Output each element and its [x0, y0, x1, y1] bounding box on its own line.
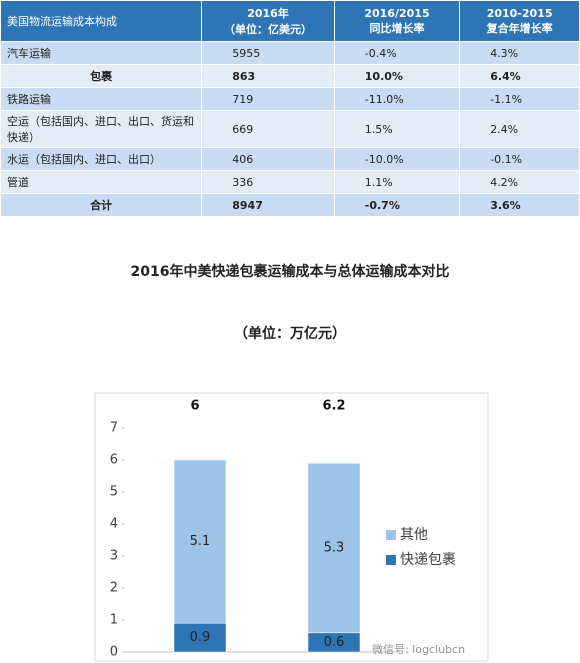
chart-title: 2016年中美快递包裹运输成本与总体运输成本对比 — [131, 263, 450, 280]
header-row: 美国物流运输成本构成 2016年 （单位：亿美元） 2016/2015 同比增长率 201… — [0, 0, 580, 42]
data-label: 5.3 — [324, 541, 345, 556]
y-tick-label: 1 — [110, 613, 118, 628]
y-tick-label: 3 — [110, 549, 118, 564]
header-cell: 2010-2015 复合年增长率 — [459, 0, 580, 42]
header-text: 复合年增长率 — [486, 21, 553, 35]
table-row: 铁路运输 719 -11.0% -1.1% — [0, 87, 580, 111]
table-cell: 406 — [201, 147, 335, 171]
legend-swatch — [386, 530, 396, 540]
header-text: 2016/2015 — [364, 6, 430, 20]
table-cell: 669 — [201, 110, 335, 148]
table-cell: 10.0% — [333, 64, 461, 88]
table-cell: 包裹 — [0, 64, 203, 88]
table-cell: 5955 — [201, 41, 335, 65]
table-row: 汽车运输 5955 -0.4% 4.3% — [0, 41, 580, 65]
header-text: 同比增长率 — [369, 21, 425, 35]
table-row: 管道 336 1.1% 4.2% — [0, 170, 580, 194]
watermark: 微信号: logclubcn — [372, 642, 465, 656]
header-cell: 2016/2015 同比增长率 — [333, 0, 461, 42]
table-cell: -0.7% — [333, 193, 461, 217]
table-row: 合计 8947 -0.7% 3.6% — [0, 193, 580, 217]
plot-frame — [94, 392, 489, 662]
table-cell: 6.4% — [459, 64, 580, 88]
total-label: 6.2 — [322, 399, 345, 414]
table-cell: 水运（包括国内、进口、出口） — [0, 147, 203, 171]
table-row: 空运（包括国内、进口、出口、货运和快递） 669 1.5% 2.4% — [0, 110, 580, 148]
table-cell: 1.5% — [333, 110, 461, 148]
table-cell: 336 — [201, 170, 335, 194]
table-cell: -10.0% — [333, 147, 461, 171]
data-label: 0.9 — [190, 630, 211, 645]
legend-label: 快递包裹 — [400, 552, 456, 568]
bar-segment — [173, 622, 227, 653]
y-tick-label: 2 — [110, 581, 118, 596]
table-cell: 合计 — [0, 193, 203, 217]
header-cell: 2016年 （单位：亿美元） — [201, 0, 335, 42]
table-row: 水运（包括国内、进口、出口） 406 -10.0% -0.1% — [0, 147, 580, 171]
total-label: 6 — [190, 399, 199, 414]
table-cell: 汽车运输 — [0, 41, 203, 65]
data-label: 5.1 — [190, 534, 211, 549]
table-cell: 719 — [201, 87, 335, 111]
table-cell: 3.6% — [459, 193, 580, 217]
y-tick-label: 5 — [110, 485, 118, 500]
table-cell: 8947 — [201, 193, 335, 217]
y-tick-label: 6 — [110, 453, 118, 468]
header-text: （单位：亿美元） — [224, 23, 312, 36]
legend-swatch — [386, 555, 396, 565]
cost-table: 美国物流运输成本构成 2016年 （单位：亿美元） 2016/2015 同比增长率 201… — [0, 0, 580, 217]
header-text: 2010-2015 — [486, 6, 553, 20]
data-label: 0.6 — [324, 635, 345, 650]
table-cell: 2.4% — [459, 110, 580, 148]
table-cell: 空运（包括国内、进口、出口、货运和快递） — [0, 110, 203, 148]
table-cell: 4.2% — [459, 170, 580, 194]
table-row: 包裹 863 10.0% 6.4% — [0, 64, 580, 88]
table-cell: -0.4% — [333, 41, 461, 65]
bar-segment — [307, 462, 361, 634]
header-text: 2016年 — [247, 7, 289, 20]
chart-subtitle: （单位：万亿元） — [234, 325, 346, 342]
y-tick-label: 7 — [110, 421, 118, 436]
table-cell: 863 — [201, 64, 335, 88]
y-tick-label: 4 — [110, 517, 118, 532]
table-cell: 4.3% — [459, 41, 580, 65]
header-cell: 美国物流运输成本构成 — [0, 0, 203, 42]
table-cell: -0.1% — [459, 147, 580, 171]
table-cell: 1.1% — [333, 170, 461, 194]
table-cell: -11.0% — [333, 87, 461, 111]
bar-segment — [173, 459, 227, 624]
table-cell: 管道 — [0, 170, 203, 194]
table-cell: 铁路运输 — [0, 87, 203, 111]
legend-label: 其他 — [400, 527, 428, 543]
table-cell: -1.1% — [459, 87, 580, 111]
header-text: 美国物流运输成本构成 — [7, 15, 117, 28]
y-tick-label: 0 — [110, 645, 118, 660]
